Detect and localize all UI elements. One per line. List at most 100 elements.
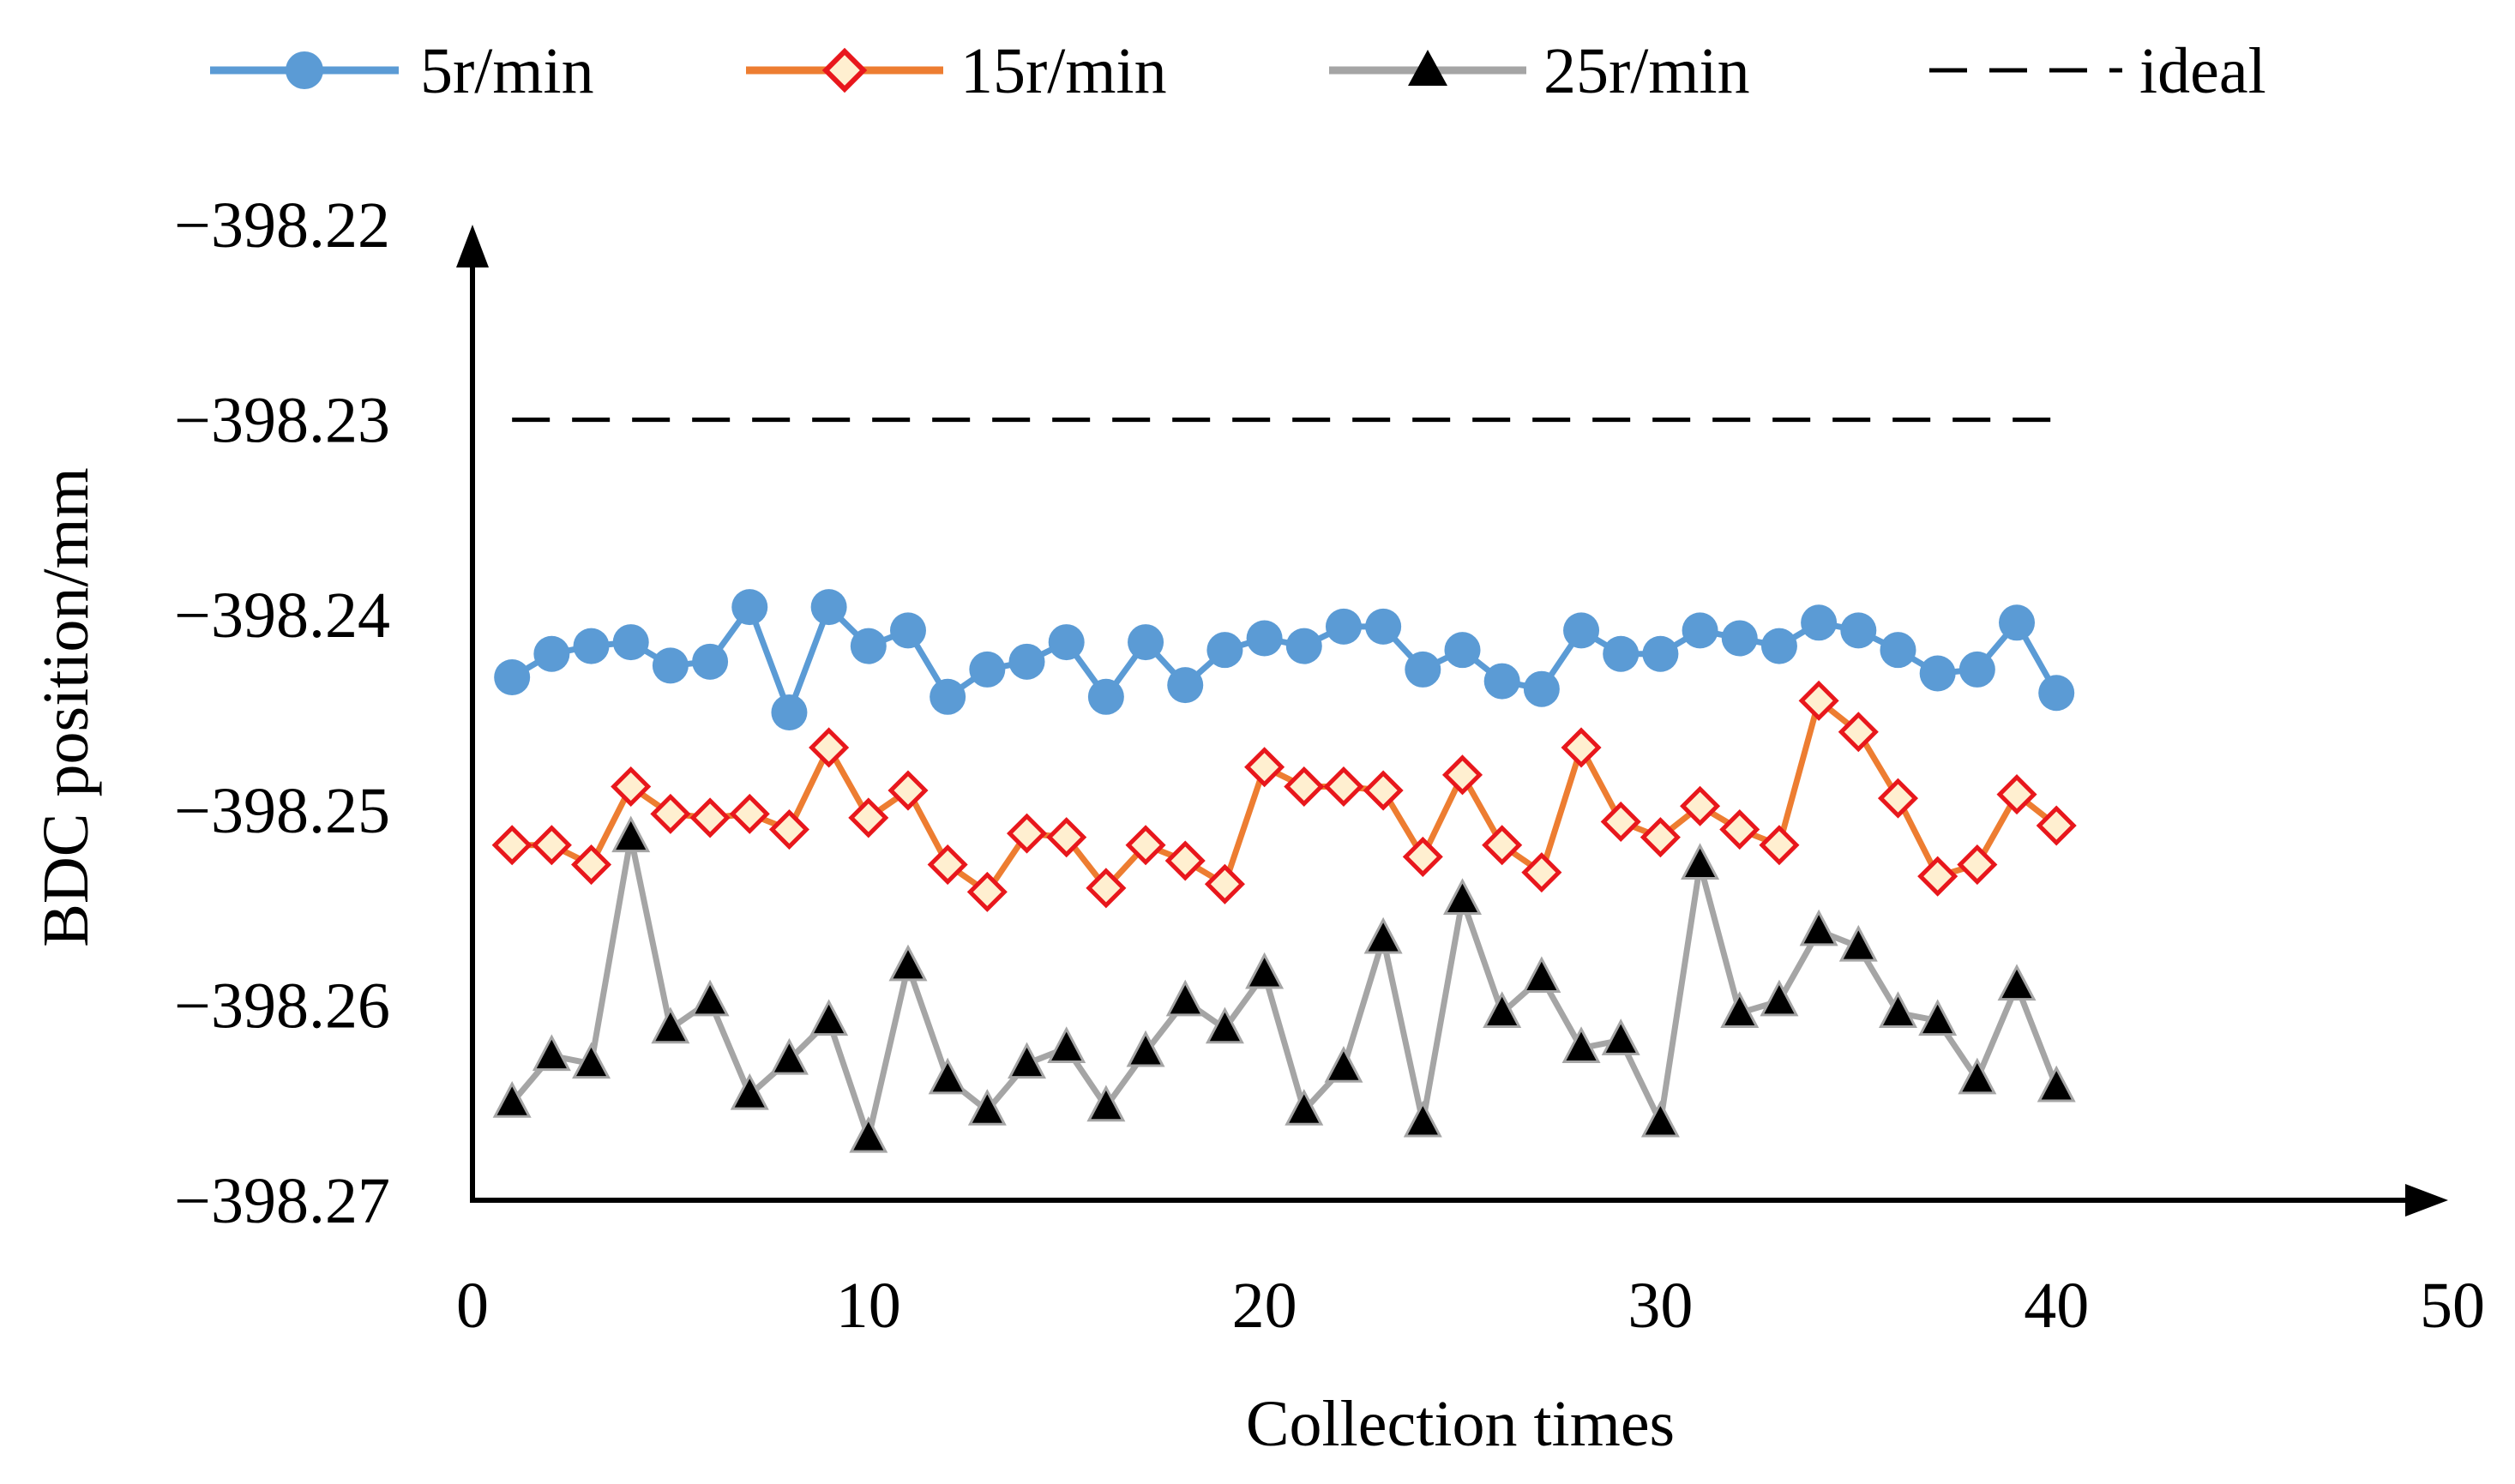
data-point-5rmin: [1285, 628, 1322, 664]
series-line-5rmin: [510, 604, 2060, 716]
data-point-25rmin: [1720, 991, 1760, 1029]
x-axis-title: Collection times: [1246, 1388, 1675, 1460]
data-point-25rmin: [1958, 1057, 1997, 1095]
data-point-15rmin: [1244, 747, 1285, 788]
data-point-25rmin: [1086, 1084, 1126, 1122]
data-point-15rmin: [1441, 754, 1483, 796]
data-point-5rmin: [1642, 635, 1679, 672]
data-point-15rmin: [1046, 817, 1087, 858]
data-point-15rmin: [809, 727, 850, 768]
data-point-25rmin: [1324, 1046, 1363, 1083]
y-tick-labels: −398.22 −398.23 −398.24 −398.25 −398.26 −398.…: [174, 189, 390, 1237]
data-point-5rmin: [1483, 663, 1520, 700]
data-point-5rmin: [1958, 651, 1995, 688]
data-point-5rmin: [850, 628, 887, 664]
data-point-25rmin: [1363, 916, 1403, 954]
data-point-5rmin: [969, 651, 1006, 688]
data-point-5rmin: [1048, 624, 1085, 661]
data-point-15rmin: [1521, 852, 1562, 893]
data-point-25rmin: [1522, 956, 1561, 994]
data-point-25rmin: [1205, 1006, 1244, 1044]
data-point-25rmin: [492, 1080, 532, 1118]
data-point-5rmin: [1801, 604, 1838, 641]
legend: 5r/min 15r/min 25r/min ideal: [210, 35, 2266, 107]
data-point-25rmin: [611, 815, 651, 853]
x-tick-label: 10: [836, 1270, 901, 1342]
data-point-25rmin: [809, 999, 849, 1036]
data-point-15rmin: [1798, 680, 1839, 721]
data-point-15rmin: [1086, 868, 1127, 909]
data-point-25rmin: [967, 1089, 1007, 1126]
y-tick-label: −398.25: [174, 775, 390, 847]
data-point-15rmin: [1996, 774, 2037, 815]
data-point-15rmin: [1838, 712, 1879, 753]
y-axis-arrow: [456, 225, 489, 267]
series-layer: [491, 418, 2077, 1153]
data-point-25rmin: [849, 1115, 888, 1153]
data-point-5rmin: [2038, 675, 2075, 712]
axes: [456, 225, 2448, 1217]
data-point-5rmin: [652, 647, 689, 684]
series-line-25rmin: [509, 834, 2060, 1141]
data-point-15rmin: [729, 793, 770, 834]
data-point-15rmin: [768, 809, 809, 850]
x-tick-label: 40: [2024, 1270, 2089, 1342]
legend-marker-25rmin: [1408, 50, 1447, 86]
data-point-25rmin: [532, 1034, 571, 1072]
data-point-15rmin: [1363, 770, 1404, 811]
legend-item-ideal: ideal: [1929, 35, 2266, 107]
data-point-15rmin: [1125, 825, 1166, 866]
data-point-5rmin: [1405, 651, 1441, 688]
data-point-25rmin: [1878, 991, 1917, 1029]
data-point-25rmin: [1285, 1089, 1324, 1126]
data-point-5rmin: [1365, 608, 1402, 645]
data-point-15rmin: [1482, 825, 1523, 866]
data-point-25rmin: [928, 1057, 967, 1095]
data-point-5rmin: [1087, 678, 1124, 715]
data-point-15rmin: [689, 797, 731, 838]
x-tick-label: 20: [1232, 1270, 1297, 1342]
legend-marker-15rmin-inner: [821, 47, 868, 93]
legend-label-ideal: ideal: [2139, 35, 2266, 107]
data-point-5rmin: [533, 635, 570, 672]
data-point-25rmin: [1126, 1030, 1165, 1067]
data-point-5rmin: [930, 678, 966, 715]
data-point-15rmin: [966, 871, 1008, 912]
data-point-15rmin: [650, 793, 691, 834]
data-point-15rmin: [1561, 727, 1602, 768]
data-point-25rmin: [572, 1042, 611, 1079]
legend-item-15rmin: 15r/min: [746, 35, 1167, 107]
data-point-15rmin: [1759, 825, 1800, 866]
y-tick-label: −398.22: [174, 189, 390, 261]
legend-item-5rmin: 5r/min: [210, 35, 594, 107]
data-point-5rmin: [1840, 612, 1877, 649]
data-point-25rmin: [1601, 1018, 1640, 1055]
data-point-5rmin: [1246, 620, 1283, 657]
data-point-25rmin: [1483, 991, 1522, 1029]
data-point-5rmin: [1721, 620, 1758, 657]
data-point-25rmin: [1799, 909, 1838, 946]
data-point-5rmin: [889, 612, 926, 649]
data-point-5rmin: [1603, 635, 1640, 672]
x-tick-label: 50: [2420, 1270, 2485, 1342]
data-point-5rmin: [692, 643, 729, 680]
data-point-15rmin: [1680, 785, 1721, 826]
x-tick-label: 0: [456, 1270, 489, 1342]
x-tick-labels: 0 10 20 30 40 50: [456, 1270, 2485, 1342]
data-point-5rmin: [1008, 643, 1045, 680]
data-point-15rmin: [2036, 805, 2077, 846]
data-point-5rmin: [1999, 604, 2036, 641]
series-group-25rmin: [492, 815, 2076, 1153]
data-point-15rmin: [1600, 801, 1641, 842]
data-point-25rmin: [1838, 924, 1878, 962]
series-group-15rmin: [491, 680, 2077, 912]
data-point-25rmin: [1681, 843, 1720, 880]
data-point-25rmin: [1918, 999, 1958, 1036]
data-point-25rmin: [651, 1006, 690, 1044]
data-point-15rmin: [1164, 840, 1206, 881]
data-point-15rmin: [1323, 766, 1364, 808]
legend-marker-5rmin: [286, 51, 323, 89]
legend-label-25rmin: 25r/min: [1543, 35, 1750, 107]
data-point-25rmin: [690, 979, 730, 1017]
